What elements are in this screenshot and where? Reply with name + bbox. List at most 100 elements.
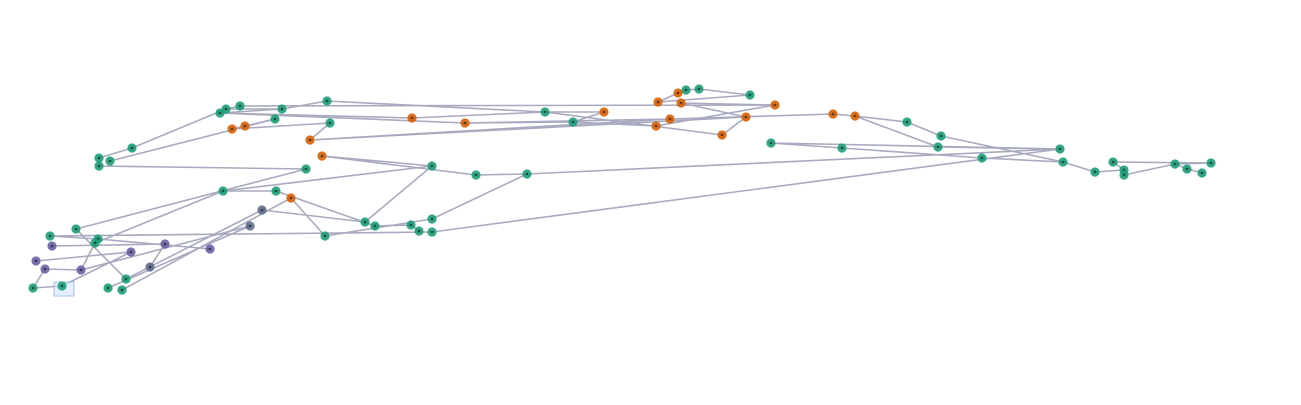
- node-center-dot: [474, 173, 478, 177]
- graph-node[interactable]: [277, 104, 287, 114]
- graph-node[interactable]: [766, 138, 776, 148]
- graph-node[interactable]: [599, 107, 609, 117]
- graph-node[interactable]: [568, 117, 578, 127]
- graph-node[interactable]: [305, 135, 315, 145]
- graph-node[interactable]: [1197, 168, 1207, 178]
- graph-node[interactable]: [76, 265, 86, 275]
- graph-node[interactable]: [694, 84, 704, 94]
- graph-node[interactable]: [145, 262, 155, 272]
- node-center-dot: [280, 107, 284, 111]
- graph-node[interactable]: [651, 121, 661, 131]
- graph-node[interactable]: [215, 108, 225, 118]
- graph-edge: [411, 111, 546, 119]
- graph-node[interactable]: [227, 124, 237, 134]
- graph-node[interactable]: [322, 96, 332, 106]
- graph-node[interactable]: [902, 117, 912, 127]
- graph-node[interactable]: [127, 143, 137, 153]
- graph-edge: [940, 135, 1064, 163]
- graph-node[interactable]: [741, 112, 751, 122]
- graph-node[interactable]: [850, 111, 860, 121]
- graph-node[interactable]: [427, 214, 437, 224]
- graph-node[interactable]: [245, 221, 255, 231]
- graph-node[interactable]: [94, 161, 104, 171]
- graph-node[interactable]: [47, 241, 57, 251]
- graph-node[interactable]: [94, 153, 104, 163]
- graph-node[interactable]: [160, 239, 170, 249]
- node-center-dot: [289, 196, 293, 200]
- nodes-layer: [28, 84, 1216, 295]
- graph-node[interactable]: [1182, 164, 1192, 174]
- graph-node[interactable]: [40, 264, 50, 274]
- graph-edge: [655, 104, 776, 127]
- graph-node[interactable]: [407, 113, 417, 123]
- graph-node[interactable]: [1170, 159, 1180, 169]
- node-center-dot: [320, 154, 324, 158]
- graph-node[interactable]: [676, 98, 686, 108]
- graph-node[interactable]: [31, 256, 41, 266]
- graph-node[interactable]: [317, 151, 327, 161]
- graph-node[interactable]: [1206, 158, 1216, 168]
- graph-node[interactable]: [117, 285, 127, 295]
- graph-edge: [309, 116, 747, 141]
- graph-node[interactable]: [673, 88, 683, 98]
- node-center-dot: [1061, 160, 1065, 164]
- graph-node[interactable]: [522, 169, 532, 179]
- graph-node[interactable]: [71, 224, 81, 234]
- node-center-dot: [373, 224, 377, 228]
- graph-node[interactable]: [427, 227, 437, 237]
- graph-node[interactable]: [471, 170, 481, 180]
- graph-node[interactable]: [240, 121, 250, 131]
- graph-node[interactable]: [977, 153, 987, 163]
- graph-edge: [44, 268, 82, 271]
- graph-node[interactable]: [45, 231, 55, 241]
- graph-node[interactable]: [360, 217, 370, 227]
- graph-node[interactable]: [936, 131, 946, 141]
- node-center-dot: [1173, 162, 1177, 166]
- graph-node[interactable]: [770, 100, 780, 110]
- node-center-dot: [417, 229, 421, 233]
- graph-node[interactable]: [681, 85, 691, 95]
- graph-node[interactable]: [325, 118, 335, 128]
- graph-node[interactable]: [57, 281, 67, 291]
- graph-node[interactable]: [427, 161, 437, 171]
- graph-node[interactable]: [270, 114, 280, 124]
- graph-node[interactable]: [320, 231, 330, 241]
- graph-node[interactable]: [1058, 157, 1068, 167]
- graph-node[interactable]: [414, 226, 424, 236]
- node-center-dot: [108, 159, 112, 163]
- graph-node[interactable]: [121, 274, 131, 284]
- graph-node[interactable]: [1090, 167, 1100, 177]
- graph-node[interactable]: [828, 109, 838, 119]
- graph-node[interactable]: [271, 186, 281, 196]
- graph-node[interactable]: [105, 156, 115, 166]
- graph-node[interactable]: [218, 186, 228, 196]
- node-center-dot: [79, 268, 83, 272]
- graph-node[interactable]: [837, 143, 847, 153]
- graph-node[interactable]: [301, 164, 311, 174]
- graph-node[interactable]: [653, 97, 663, 107]
- graph-node[interactable]: [406, 220, 416, 230]
- graph-node[interactable]: [370, 221, 380, 231]
- graph-node[interactable]: [540, 107, 550, 117]
- graph-node[interactable]: [1055, 144, 1065, 154]
- graph-node[interactable]: [1119, 170, 1129, 180]
- graph-node[interactable]: [665, 114, 675, 124]
- node-center-dot: [654, 124, 658, 128]
- graph-node[interactable]: [205, 244, 215, 254]
- graph-node[interactable]: [257, 205, 267, 215]
- graph-edge: [326, 100, 546, 113]
- node-center-dot: [97, 164, 101, 168]
- graph-node[interactable]: [90, 238, 100, 248]
- graph-node[interactable]: [745, 90, 755, 100]
- graph-node[interactable]: [286, 193, 296, 203]
- graph-node[interactable]: [1108, 157, 1118, 167]
- graph-node[interactable]: [235, 101, 245, 111]
- graph-node[interactable]: [126, 247, 136, 257]
- graph-node[interactable]: [933, 142, 943, 152]
- graph-node[interactable]: [28, 283, 38, 293]
- graph-node[interactable]: [460, 118, 470, 128]
- node-center-dot: [656, 100, 660, 104]
- graph-node[interactable]: [717, 130, 727, 140]
- graph-node[interactable]: [103, 283, 113, 293]
